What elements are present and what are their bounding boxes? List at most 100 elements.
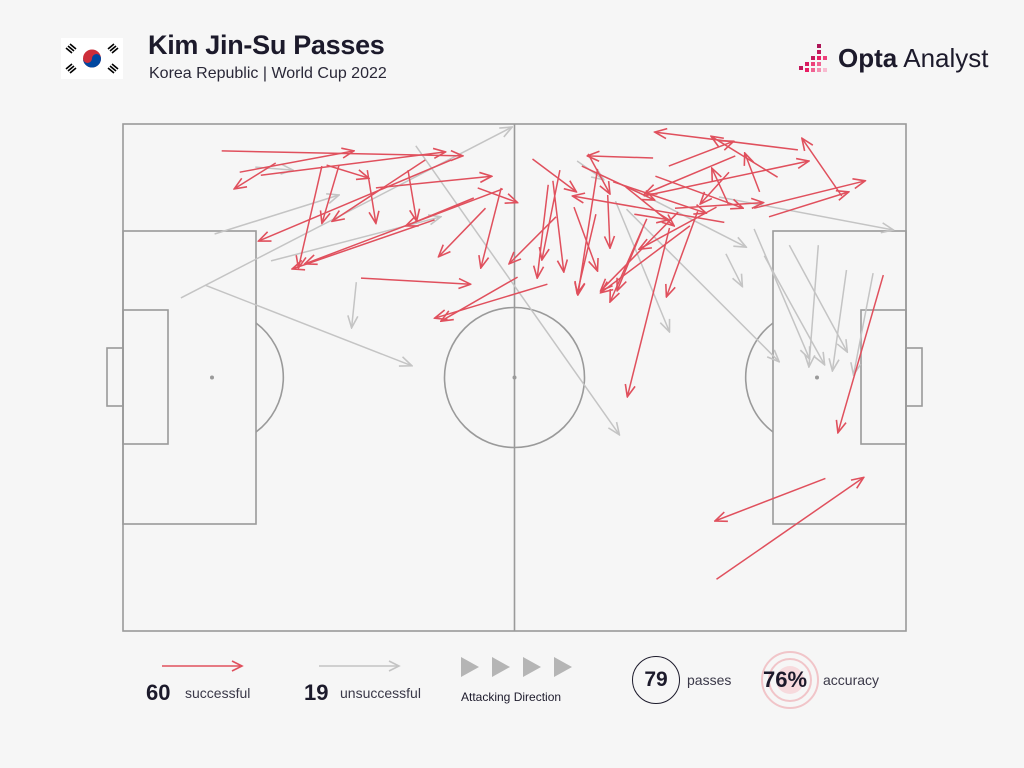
- successful-pass-arrow-16: [532, 158, 577, 192]
- unsuccessful-pass-arrow-18: [725, 253, 743, 287]
- successful-pass-arrow-12: [407, 169, 417, 221]
- left-penalty-spot: [210, 375, 214, 380]
- successful-pass-arrow-34: [753, 181, 865, 209]
- unsuccessful-pass-arrow-16: [832, 269, 848, 371]
- successful-pass-arrow-4: [259, 159, 452, 241]
- successful-pass-arrow-52: [360, 277, 471, 284]
- successful-pass-arrow-5: [326, 164, 369, 178]
- successful-label: successful: [185, 685, 251, 701]
- successful-pass-arrow-46: [627, 227, 671, 397]
- successful-legend-arrow: [162, 660, 244, 672]
- successful-pass-arrow-22: [612, 181, 706, 213]
- successful-pass-arrow-28: [655, 132, 798, 151]
- unsuccessful-pass-arrow-17: [854, 272, 874, 375]
- unsuccessful-pass-arrow-14: [809, 245, 820, 367]
- left-penalty-area: [122, 230, 257, 525]
- attacking-direction-label: Attacking Direction: [461, 690, 562, 704]
- successful-pass-arrow-60: [587, 156, 654, 158]
- unsuccessful-pass-arrow-4: [204, 284, 412, 366]
- successful-pass-arrow-39: [601, 211, 679, 291]
- successful-pass-arrow-57: [838, 274, 885, 433]
- unsuccessful-legend-arrow: [319, 660, 401, 672]
- successful-pass-arrow-9: [298, 165, 323, 268]
- accuracy-label: accuracy: [823, 672, 880, 688]
- unsuccessful-pass-arrow-11: [625, 208, 780, 362]
- successful-pass-arrow-48: [509, 216, 557, 264]
- successful-pass-arrow-32: [668, 141, 734, 167]
- passes-label: passes: [687, 672, 732, 688]
- successful-pass-arrow-25: [655, 175, 743, 208]
- successful-pass-arrow-33: [802, 138, 843, 197]
- successful-pass-arrow-15: [481, 187, 502, 268]
- successful-pass-arrow-38: [639, 206, 717, 249]
- successful-pass-arrow-54: [435, 283, 548, 318]
- left-goal: [106, 347, 124, 407]
- successful-pass-arrow-26: [643, 161, 809, 197]
- page-title: Kim Jin-Su Passes: [148, 30, 385, 60]
- successful-pass-arrow-51: [439, 207, 487, 257]
- unsuccessful-pass-arrow-12: [718, 196, 894, 230]
- successful-pass-arrow-7: [260, 152, 446, 176]
- accuracy-target-icon: [761, 651, 819, 709]
- unsuccessful-pass-arrow-6: [352, 282, 357, 328]
- successful-pass-arrow-14: [477, 187, 518, 203]
- brand-opta-text: Opta: [838, 42, 898, 73]
- successful-pass-arrow-27: [645, 155, 736, 194]
- right-goal: [905, 347, 923, 407]
- unsuccessful-pass-arrow-10: [614, 200, 670, 332]
- unsuccessful-pass-arrow-19: [788, 244, 847, 352]
- unsuccessful-pass-arrow-15: [763, 255, 824, 365]
- opta-analyst-brand: Opta Analyst: [798, 40, 989, 76]
- unsuccessful-passes: [180, 127, 894, 435]
- attacking-direction-triangle-icon: [461, 657, 572, 677]
- successful-pass-arrow-59: [716, 477, 864, 580]
- unsuccessful-count: 19: [304, 680, 329, 705]
- successful-pass-arrow-21: [552, 180, 564, 272]
- successful-pass-arrow-42: [617, 229, 643, 291]
- successful-passes: [221, 132, 885, 580]
- successful-pass-arrow-53: [441, 276, 518, 321]
- successful-pass-arrow-10: [322, 164, 340, 223]
- successful-pass-arrow-47: [577, 214, 597, 294]
- successful-pass-arrow-8: [375, 176, 492, 189]
- successful-count: 60: [146, 680, 171, 705]
- right-penalty-area: [772, 230, 907, 525]
- opta-analyst-logo-icon: [799, 44, 827, 72]
- unsuccessful-pass-arrow-2: [214, 195, 340, 235]
- left-six-yard-box: [122, 309, 169, 445]
- successful-pass-arrow-49: [406, 197, 475, 226]
- successful-pass-arrow-50: [292, 219, 435, 269]
- successful-pass-arrow-30: [700, 171, 730, 204]
- successful-pass-arrow-29: [711, 136, 778, 178]
- successful-pass-arrow-44: [601, 225, 691, 293]
- successful-pass-arrow-45: [572, 196, 725, 224]
- right-penalty-arc: [744, 322, 774, 433]
- unsuccessful-label: unsuccessful: [340, 685, 421, 701]
- right-penalty-spot: [815, 375, 819, 380]
- successful-pass-arrow-31: [745, 153, 761, 193]
- successful-pass-arrow-58: [715, 477, 826, 521]
- successful-pass-arrow-3: [239, 151, 354, 173]
- successful-pass-arrow-56: [573, 206, 598, 271]
- centre-spot: [512, 375, 517, 380]
- left-penalty-arc: [255, 322, 285, 433]
- successful-pass-arrow-37: [712, 168, 729, 205]
- page-subtitle: Korea Republic | World Cup 2022: [149, 65, 387, 82]
- centre-circle: [443, 306, 586, 449]
- unsuccessful-pass-arrow-7: [415, 145, 620, 435]
- successful-pass-arrow-35: [768, 192, 849, 218]
- passes-count: 79: [632, 656, 680, 704]
- successful-pass-arrow-13: [305, 188, 504, 264]
- unsuccessful-pass-arrow-13: [753, 228, 810, 359]
- successful-pass-arrow-18: [542, 169, 561, 260]
- accuracy-value: 76%: [763, 667, 808, 692]
- successful-pass-arrow-36: [674, 203, 764, 209]
- successful-pass-arrow-11: [366, 169, 376, 223]
- successful-pass-arrow-43: [634, 214, 669, 220]
- successful-pass-arrow-55: [537, 184, 549, 278]
- successful-pass-arrow-41: [666, 210, 699, 297]
- successful-pass-arrow-23: [608, 194, 610, 248]
- brand-analyst-text: Analyst: [903, 42, 989, 73]
- south-korea-flag-icon: [61, 38, 123, 79]
